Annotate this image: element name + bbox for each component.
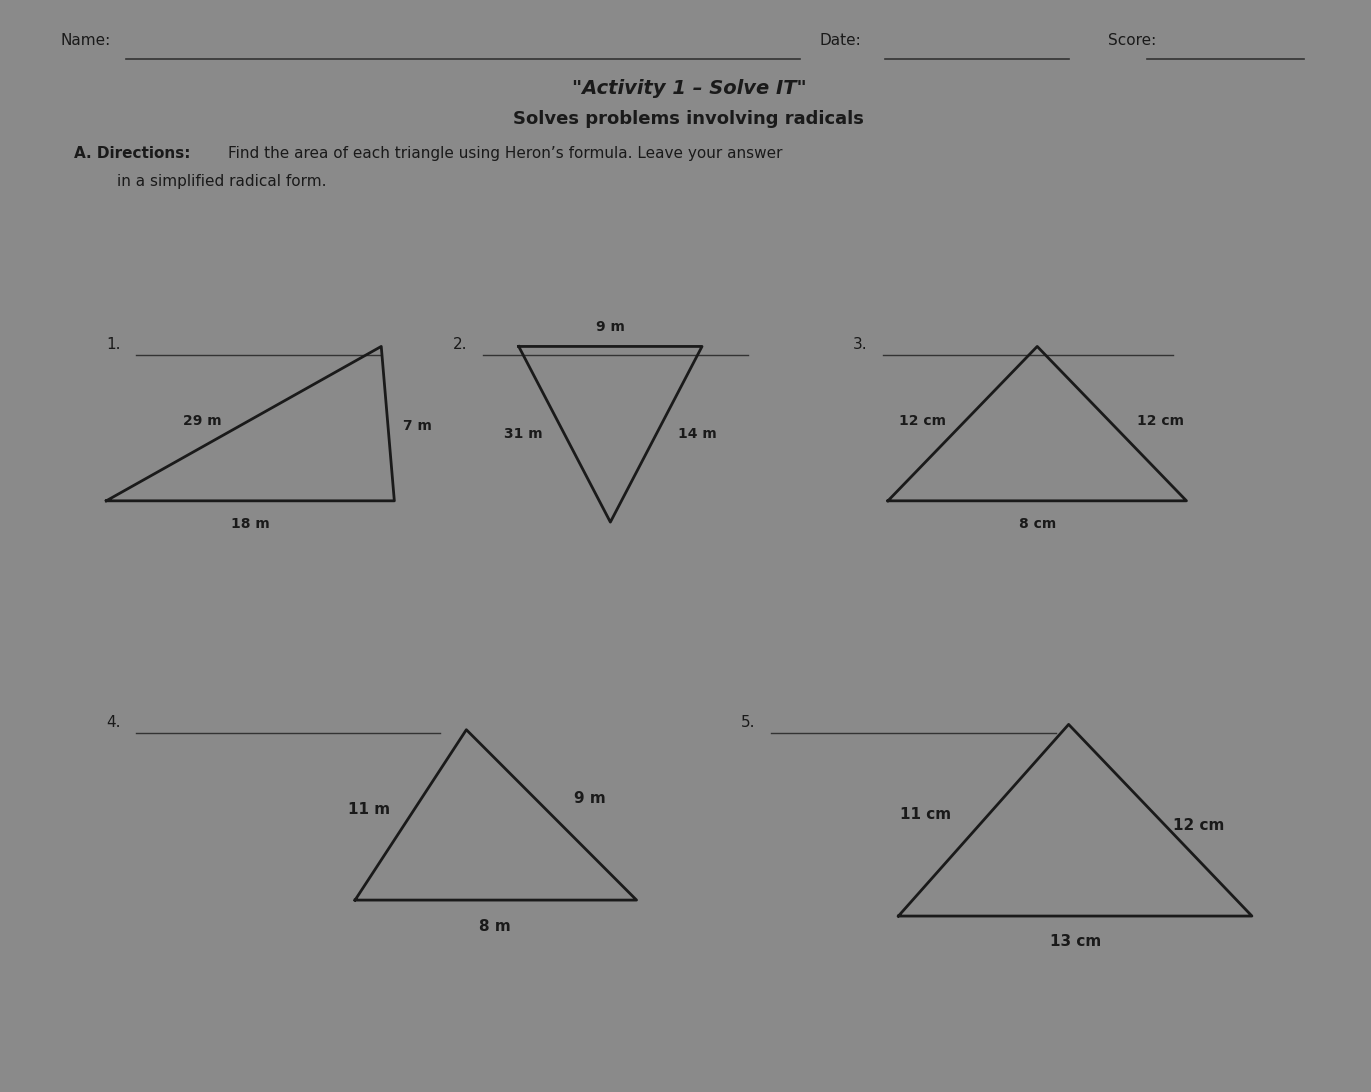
Text: Solves problems involving radicals: Solves problems involving radicals [514,109,864,128]
Text: 11 m: 11 m [348,803,391,817]
Text: 12 cm: 12 cm [1174,818,1224,833]
Text: A. Directions:: A. Directions: [74,146,191,162]
Text: in a simplified radical form.: in a simplified radical form. [117,174,326,189]
Text: 12 cm: 12 cm [1137,414,1183,428]
Text: Name:: Name: [60,34,111,48]
Text: 2.: 2. [454,336,468,352]
Text: "Activity 1 – Solve IT": "Activity 1 – Solve IT" [572,80,806,98]
Text: Score:: Score: [1108,34,1156,48]
Text: Find the area of each triangle using Heron’s formula. Leave your answer: Find the area of each triangle using Her… [228,146,783,162]
Text: 31 m: 31 m [503,427,543,441]
Text: 1.: 1. [107,336,121,352]
Text: 18 m: 18 m [230,517,270,531]
Text: 9 m: 9 m [573,792,606,806]
Text: 13 cm: 13 cm [1050,934,1101,949]
Text: 5.: 5. [742,715,755,729]
Text: Date:: Date: [820,34,861,48]
Text: 12 cm: 12 cm [898,414,946,428]
Text: 11 cm: 11 cm [899,807,950,822]
Text: 8 m: 8 m [480,919,511,935]
Text: 29 m: 29 m [182,414,221,428]
Text: 8 cm: 8 cm [1019,517,1056,531]
Text: 3.: 3. [853,336,868,352]
Text: 7 m: 7 m [403,419,432,434]
Text: 9 m: 9 m [596,320,625,334]
Text: 4.: 4. [107,715,121,729]
Text: 14 m: 14 m [679,427,717,441]
